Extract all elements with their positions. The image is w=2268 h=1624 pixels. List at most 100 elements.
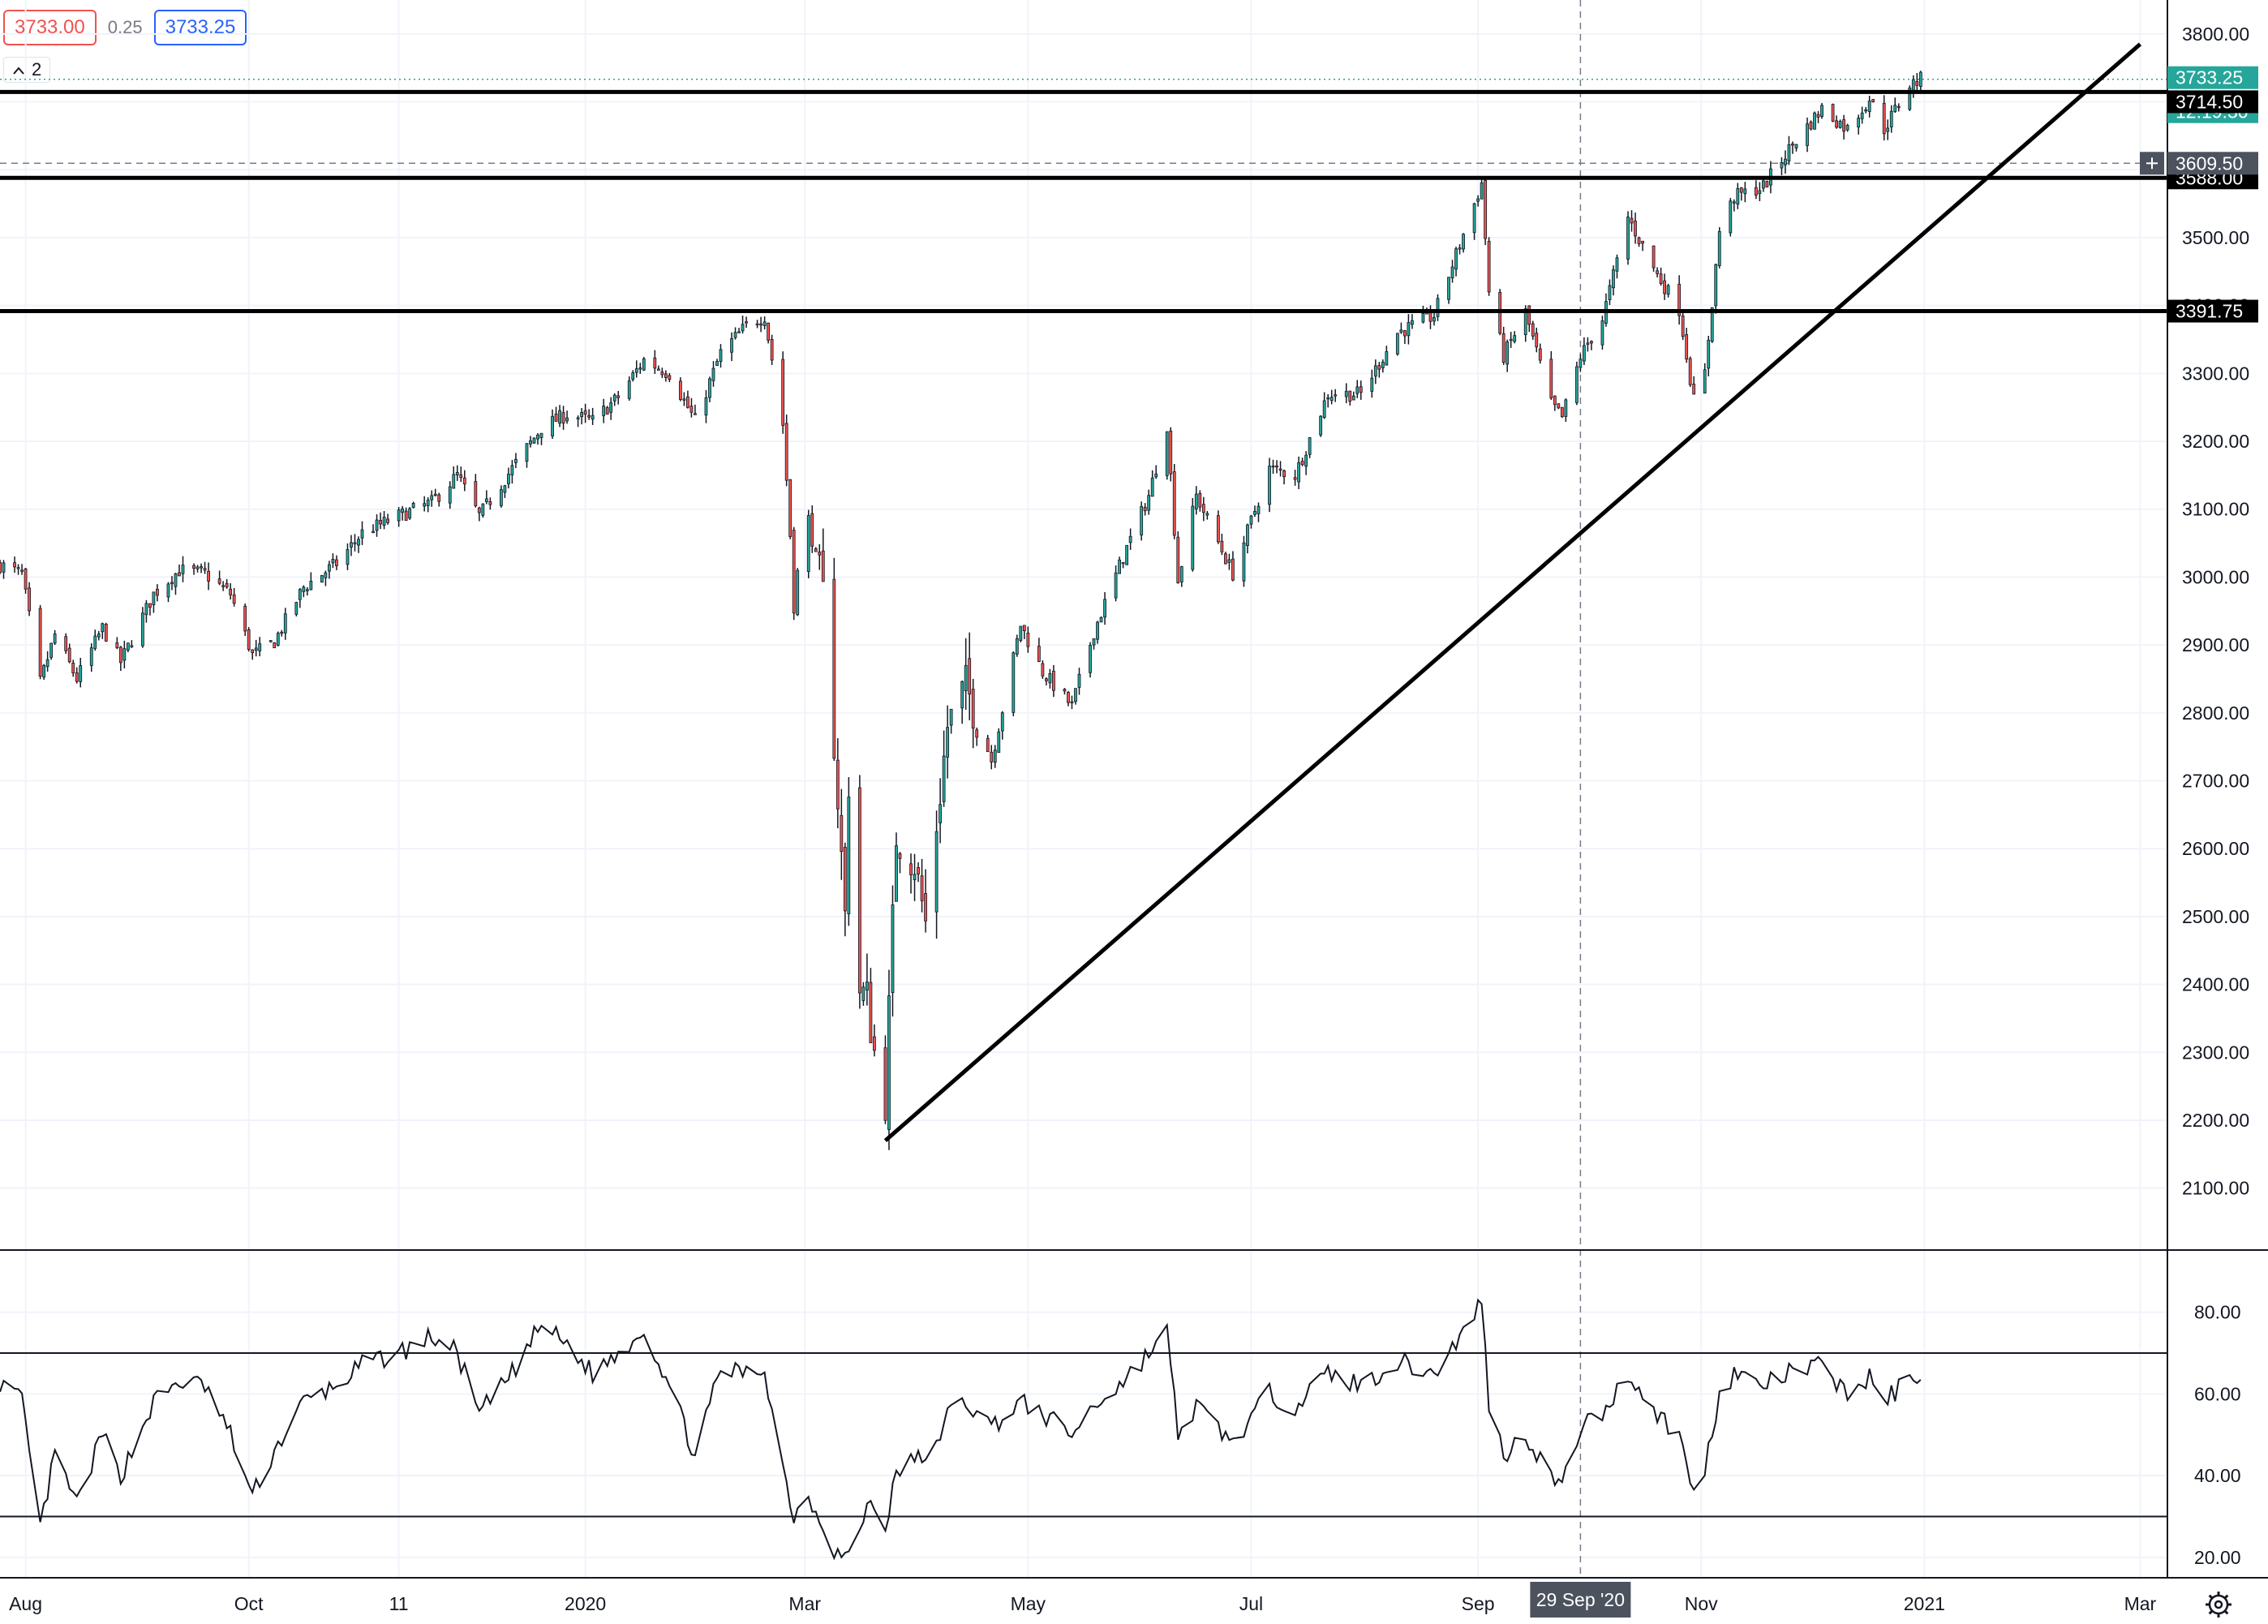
candle [1092, 638, 1096, 650]
rsi-axis-label: 80.00 [2194, 1302, 2241, 1323]
candle [397, 507, 401, 527]
candle [612, 393, 616, 406]
candle [1487, 237, 1491, 296]
candle [532, 437, 536, 445]
candle [1838, 119, 1842, 129]
candle [178, 565, 181, 577]
candle [1227, 553, 1231, 570]
candlestick-series [0, 71, 1922, 1150]
candle [602, 398, 606, 423]
candle [1143, 503, 1147, 516]
candle [1125, 544, 1129, 565]
svg-text:3609.50: 3609.50 [2176, 153, 2243, 174]
price-axis-label: 2300.00 [2182, 1042, 2249, 1063]
drawing-tools[interactable] [0, 42, 2167, 1142]
candle [477, 506, 481, 522]
candle [1472, 202, 1476, 240]
indicator-count: 2 [32, 59, 42, 79]
candle [474, 474, 478, 508]
candle [733, 327, 737, 340]
candle [638, 363, 642, 374]
candle [1063, 688, 1067, 695]
candle [1044, 677, 1048, 685]
candle [1172, 463, 1176, 539]
candle [1037, 638, 1041, 663]
candle [126, 642, 130, 653]
candle [1381, 359, 1385, 373]
candle [1871, 99, 1875, 103]
candle [1201, 496, 1205, 522]
candle [1739, 187, 1743, 201]
candle [1022, 625, 1026, 639]
candle [433, 488, 437, 496]
candle [1703, 363, 1707, 394]
candle [1743, 182, 1747, 203]
candle [857, 775, 861, 1009]
candle [1688, 356, 1692, 388]
candle [796, 568, 800, 617]
candle [847, 776, 851, 926]
candle [89, 643, 93, 672]
indicators-collapse-button[interactable]: 2 [3, 57, 51, 83]
candle [990, 745, 994, 770]
candle [781, 351, 785, 434]
candle [1501, 326, 1506, 365]
candle [357, 536, 360, 553]
candle [268, 640, 273, 643]
plus-icon[interactable] [2140, 152, 2164, 175]
candle [759, 316, 763, 333]
candle [1710, 307, 1714, 343]
candle [1663, 273, 1667, 300]
candle [660, 367, 664, 379]
price-axis-label: 2400.00 [2182, 974, 2249, 995]
candle [968, 632, 972, 720]
time-axis-label: Aug [9, 1593, 42, 1614]
candle [1787, 135, 1791, 165]
candle [243, 603, 247, 636]
rsi-axis-label: 20.00 [2194, 1547, 2241, 1568]
candle [79, 657, 83, 688]
candle [49, 642, 54, 660]
candle [767, 322, 771, 344]
candle [939, 778, 943, 844]
candle [1165, 431, 1169, 480]
candle [324, 570, 328, 586]
candle [499, 485, 503, 508]
candle [455, 465, 459, 481]
candle [741, 316, 745, 334]
candle [1634, 213, 1637, 244]
candle [258, 637, 262, 657]
candle [423, 496, 427, 512]
candle [1194, 486, 1198, 515]
candle [708, 376, 711, 402]
candle [529, 436, 532, 448]
candle [1154, 465, 1158, 479]
rsi-axis-label: 60.00 [2194, 1383, 2241, 1404]
candle [283, 608, 287, 640]
candle [1754, 180, 1758, 200]
candle [1835, 115, 1838, 129]
candle [1637, 236, 1641, 247]
candle [1351, 391, 1355, 401]
candle [1377, 362, 1381, 378]
candle [1791, 141, 1794, 154]
trendline[interactable] [883, 42, 2142, 1142]
candle [1428, 305, 1433, 329]
price-axis-label: 2100.00 [2182, 1178, 2249, 1199]
gear-icon[interactable] [2206, 1592, 2231, 1618]
candle [730, 332, 733, 362]
candle [1048, 668, 1052, 689]
candle [1140, 501, 1144, 541]
candle [273, 642, 277, 649]
candle [536, 433, 539, 445]
candle [960, 680, 964, 724]
candle [1867, 96, 1871, 118]
candle [1329, 389, 1334, 405]
candle [1626, 211, 1630, 265]
candle [1089, 642, 1092, 678]
candle [1385, 346, 1389, 366]
candle [1278, 461, 1282, 477]
candle [426, 496, 430, 513]
time-axis-label: 2020 [565, 1593, 606, 1614]
